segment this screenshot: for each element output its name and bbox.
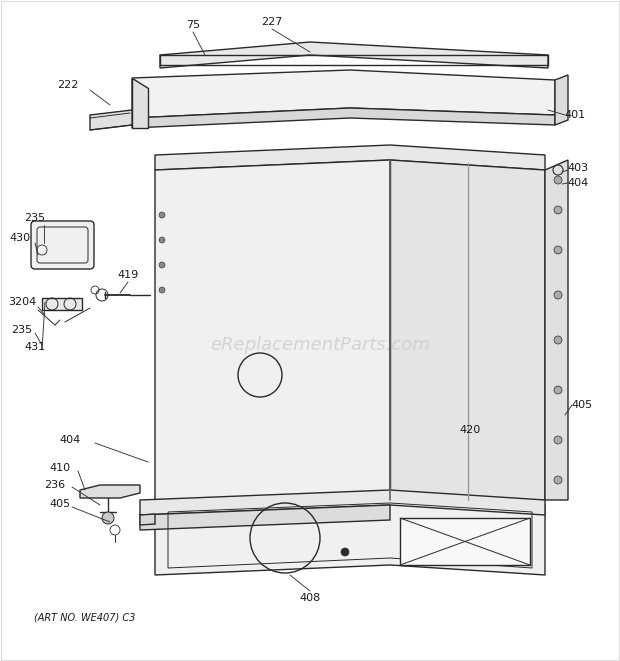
- Text: (ART NO. WE407) C3: (ART NO. WE407) C3: [34, 613, 136, 623]
- Polygon shape: [155, 495, 545, 575]
- Polygon shape: [140, 514, 155, 525]
- Text: 410: 410: [50, 463, 71, 473]
- Text: 405: 405: [572, 400, 593, 410]
- Polygon shape: [42, 298, 82, 310]
- Polygon shape: [80, 485, 140, 498]
- Text: 430: 430: [9, 233, 30, 243]
- Text: eReplacementParts.com: eReplacementParts.com: [210, 336, 430, 354]
- Text: 235: 235: [11, 325, 33, 335]
- Circle shape: [554, 291, 562, 299]
- Text: 419: 419: [117, 270, 139, 280]
- Circle shape: [554, 436, 562, 444]
- Polygon shape: [90, 110, 132, 130]
- Circle shape: [554, 246, 562, 254]
- Polygon shape: [390, 160, 545, 500]
- Polygon shape: [132, 70, 555, 118]
- Circle shape: [554, 476, 562, 484]
- Polygon shape: [132, 108, 555, 128]
- Circle shape: [341, 548, 349, 556]
- Polygon shape: [555, 75, 568, 125]
- Circle shape: [159, 262, 165, 268]
- Polygon shape: [132, 78, 148, 128]
- Polygon shape: [155, 160, 390, 510]
- Text: 3204: 3204: [8, 297, 36, 307]
- Circle shape: [554, 386, 562, 394]
- Text: 75: 75: [186, 20, 200, 30]
- Polygon shape: [155, 145, 545, 170]
- Polygon shape: [140, 490, 545, 515]
- Polygon shape: [400, 518, 530, 565]
- Text: 420: 420: [459, 425, 481, 435]
- Circle shape: [159, 237, 165, 243]
- Text: 408: 408: [299, 593, 321, 603]
- Text: 405: 405: [50, 499, 71, 509]
- Text: 431: 431: [24, 342, 45, 352]
- Text: 235: 235: [24, 213, 45, 223]
- Text: 222: 222: [57, 80, 79, 90]
- FancyBboxPatch shape: [31, 221, 94, 269]
- Circle shape: [554, 336, 562, 344]
- Text: 403: 403: [567, 163, 588, 173]
- Circle shape: [159, 212, 165, 218]
- Circle shape: [554, 206, 562, 214]
- Circle shape: [554, 176, 562, 184]
- Polygon shape: [140, 505, 390, 530]
- Circle shape: [102, 512, 114, 524]
- Text: 401: 401: [564, 110, 585, 120]
- Polygon shape: [545, 160, 568, 500]
- Text: 404: 404: [60, 435, 81, 445]
- Text: 227: 227: [261, 17, 283, 27]
- Circle shape: [159, 287, 165, 293]
- Text: 236: 236: [45, 480, 66, 490]
- Polygon shape: [160, 42, 548, 68]
- Text: 404: 404: [567, 178, 588, 188]
